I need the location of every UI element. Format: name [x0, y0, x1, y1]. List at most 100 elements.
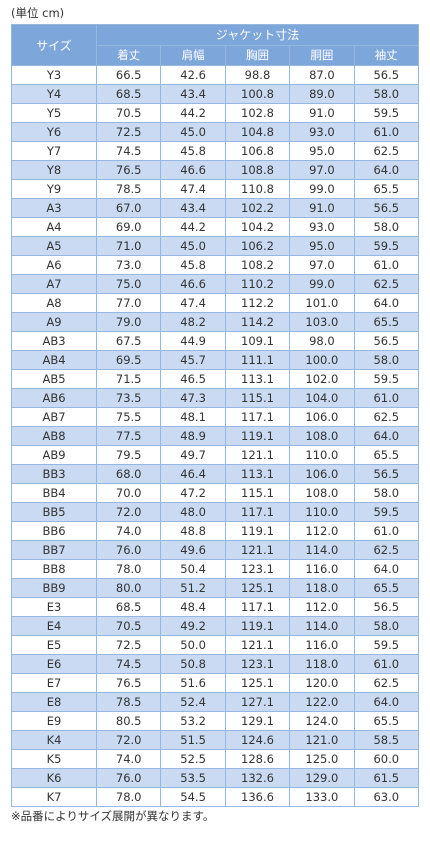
value-cell: 119.1 [224, 616, 291, 636]
size-cell: AB6 [11, 388, 97, 408]
value-cell: 112.0 [289, 597, 355, 617]
table-row: AB8 77.5 48.9 119.1 108.0 64.0 [11, 426, 420, 446]
value-cell: 115.1 [224, 483, 291, 503]
value-cell: 62.5 [353, 540, 420, 560]
value-cell: 74.5 [95, 141, 162, 161]
value-cell: 69.0 [95, 217, 162, 237]
value-cell: 95.0 [289, 141, 355, 161]
value-cell: 70.5 [95, 616, 162, 636]
value-cell: 80.5 [95, 711, 162, 731]
value-cell: 59.5 [353, 369, 420, 389]
value-cell: 125.0 [289, 749, 355, 769]
value-cell: 77.0 [95, 293, 162, 313]
size-cell: BB7 [11, 540, 97, 560]
value-cell: 73.5 [95, 388, 162, 408]
size-cell: Y5 [11, 103, 97, 123]
value-cell: 50.0 [160, 635, 226, 655]
value-cell: 49.2 [160, 616, 226, 636]
value-cell: 61.0 [353, 255, 420, 275]
value-cell: 48.2 [160, 312, 226, 332]
value-cell: 65.5 [353, 578, 420, 598]
value-cell: 120.0 [289, 673, 355, 693]
value-cell: 103.0 [289, 312, 355, 332]
value-cell: 78.0 [95, 787, 162, 807]
value-cell: 46.5 [160, 369, 226, 389]
value-cell: 59.5 [353, 236, 420, 256]
value-cell: 123.1 [224, 654, 291, 674]
value-cell: 56.5 [353, 464, 420, 484]
value-cell: 46.6 [160, 274, 226, 294]
table-row: A5 71.0 45.0 106.2 95.0 59.5 [11, 236, 420, 256]
value-cell: 44.2 [160, 217, 226, 237]
value-cell: 61.0 [353, 521, 420, 541]
size-cell: A6 [11, 255, 97, 275]
value-cell: 61.5 [353, 768, 420, 788]
value-cell: 110.2 [224, 274, 291, 294]
value-cell: 64.0 [353, 692, 420, 712]
table-row: AB9 79.5 49.7 121.1 110.0 65.5 [11, 445, 420, 465]
size-cell: E6 [11, 654, 97, 674]
value-cell: 56.5 [353, 65, 420, 85]
value-cell: 75.0 [95, 274, 162, 294]
size-cell: Y4 [11, 84, 97, 104]
value-cell: 118.0 [289, 654, 355, 674]
value-cell: 114.0 [289, 540, 355, 560]
value-cell: 109.1 [224, 331, 291, 351]
value-cell: 52.5 [160, 749, 226, 769]
table-row: A9 79.0 48.2 114.2 103.0 65.5 [11, 312, 420, 332]
value-cell: 128.6 [224, 749, 291, 769]
value-cell: 114.0 [289, 616, 355, 636]
value-cell: 129.1 [224, 711, 291, 731]
value-cell: 56.5 [353, 198, 420, 218]
header-row-columns: 着丈 肩幅 胸囲 胴囲 袖丈 [12, 44, 420, 66]
value-cell: 44.9 [160, 331, 226, 351]
value-cell: 65.5 [353, 179, 420, 199]
value-cell: 44.2 [160, 103, 226, 123]
size-cell: Y3 [11, 65, 97, 85]
value-cell: 100.0 [289, 350, 355, 370]
value-cell: 76.5 [95, 160, 162, 180]
value-cell: 129.0 [289, 768, 355, 788]
size-cell: Y9 [11, 179, 97, 199]
value-cell: 113.1 [224, 464, 291, 484]
size-cell: E5 [11, 635, 97, 655]
table-row: Y3 66.5 42.6 98.8 87.0 56.5 [11, 65, 420, 85]
table-row: K4 72.0 51.5 124.6 121.0 58.5 [11, 730, 420, 750]
value-cell: 47.4 [160, 179, 226, 199]
value-cell: 68.5 [95, 84, 162, 104]
value-cell: 62.5 [353, 274, 420, 294]
value-cell: 49.7 [160, 445, 226, 465]
value-cell: 76.5 [95, 673, 162, 693]
table-row: A3 67.0 43.4 102.2 91.0 56.5 [11, 198, 420, 218]
value-cell: 106.0 [289, 407, 355, 427]
table-row: E7 76.5 51.6 125.1 120.0 62.5 [11, 673, 420, 693]
value-cell: 93.0 [289, 217, 355, 237]
value-cell: 48.9 [160, 426, 226, 446]
value-cell: 59.5 [353, 502, 420, 522]
value-cell: 66.5 [95, 65, 162, 85]
value-cell: 123.1 [224, 559, 291, 579]
table-row: BB6 74.0 48.8 119.1 112.0 61.0 [11, 521, 420, 541]
value-cell: 53.5 [160, 768, 226, 788]
value-cell: 58.0 [353, 350, 420, 370]
size-cell: A3 [11, 198, 97, 218]
value-cell: 64.0 [353, 293, 420, 313]
value-cell: 117.1 [224, 407, 291, 427]
value-cell: 93.0 [289, 122, 355, 142]
value-cell: 79.5 [95, 445, 162, 465]
table-row: Y8 76.5 46.6 108.8 97.0 64.0 [11, 160, 420, 180]
table-row: AB4 69.5 45.7 111.1 100.0 58.0 [11, 350, 420, 370]
value-cell: 74.0 [95, 521, 162, 541]
value-cell: 116.0 [289, 635, 355, 655]
value-cell: 108.2 [224, 255, 291, 275]
value-cell: 53.2 [160, 711, 226, 731]
value-cell: 48.1 [160, 407, 226, 427]
size-cell: AB3 [11, 331, 97, 351]
table-row: A4 69.0 44.2 104.2 93.0 58.0 [11, 217, 420, 237]
value-cell: 58.0 [353, 483, 420, 503]
size-cell: AB7 [11, 407, 97, 427]
value-cell: 59.5 [353, 103, 420, 123]
value-cell: 133.0 [289, 787, 355, 807]
value-cell: 124.6 [224, 730, 291, 750]
value-cell: 71.5 [95, 369, 162, 389]
